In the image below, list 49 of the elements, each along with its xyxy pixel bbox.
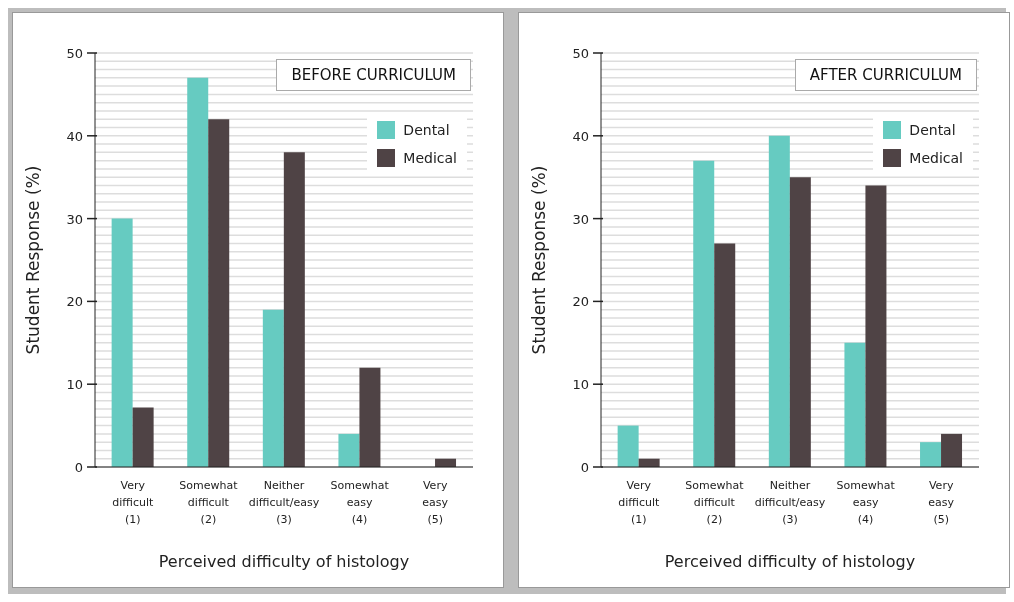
- x-tick-label: Somewhat easy (4): [836, 479, 896, 526]
- text: BEFORE CURRICULUM: [276, 59, 471, 91]
- legend-label: Dental: [403, 122, 450, 138]
- x-axis-title: Perceived difficulty of histology: [158, 552, 410, 571]
- x-tick-label: Very easy (5): [422, 479, 449, 526]
- bar: [187, 77, 209, 467]
- bar: [617, 425, 639, 467]
- bar: [693, 160, 715, 467]
- x-tick-label: Somewhat difficult (2): [685, 479, 745, 526]
- bar: [768, 135, 790, 467]
- legend-label: Medical: [909, 150, 963, 166]
- y-axis-title: Student Response (%): [23, 165, 44, 355]
- y-tick-label: 0: [580, 460, 589, 475]
- bar: [338, 433, 360, 467]
- y-tick-label: 30: [66, 211, 83, 227]
- y-axis-title: Student Response (%): [529, 165, 550, 355]
- bar: [865, 185, 887, 467]
- y-tick-label: 40: [66, 128, 83, 144]
- x-tick-label: Very difficult (1): [112, 479, 155, 526]
- y-tick-label: 0: [74, 460, 83, 475]
- x-tick-label: Neither difficult/easy (3): [754, 479, 826, 526]
- y-tick-label: 30: [572, 211, 589, 227]
- bar: [132, 407, 154, 467]
- y-tick-label: 20: [572, 294, 589, 310]
- bar: [283, 152, 305, 467]
- x-tick-label: Somewhat easy (4): [330, 479, 390, 526]
- bar: [208, 119, 230, 467]
- text: AFTER CURRICULUM: [794, 59, 977, 91]
- x-tick-label: Neither difficult/easy (3): [248, 479, 320, 526]
- x-axis-title: Perceived difficulty of histology: [664, 552, 916, 571]
- y-tick-label: 50: [66, 46, 83, 61]
- y-tick-label: 10: [66, 377, 83, 393]
- bar: [789, 177, 811, 467]
- x-tick-label: Somewhat difficult (2): [179, 479, 239, 526]
- bar: [262, 309, 284, 467]
- y-tick-label: 50: [572, 46, 589, 61]
- bar: [941, 433, 963, 467]
- bar: [920, 442, 942, 467]
- bar: [714, 243, 736, 467]
- x-tick-label: Very easy (5): [928, 479, 955, 526]
- bar: [844, 342, 866, 467]
- legend-label: Dental: [909, 122, 956, 138]
- x-tick-label: Very difficult (1): [618, 479, 661, 526]
- y-tick-label: 40: [572, 128, 589, 144]
- bar: [359, 367, 381, 467]
- y-tick-label: 10: [572, 377, 589, 393]
- y-tick-label: 20: [66, 294, 83, 310]
- bar: [111, 218, 133, 467]
- legend-label: Medical: [403, 150, 457, 166]
